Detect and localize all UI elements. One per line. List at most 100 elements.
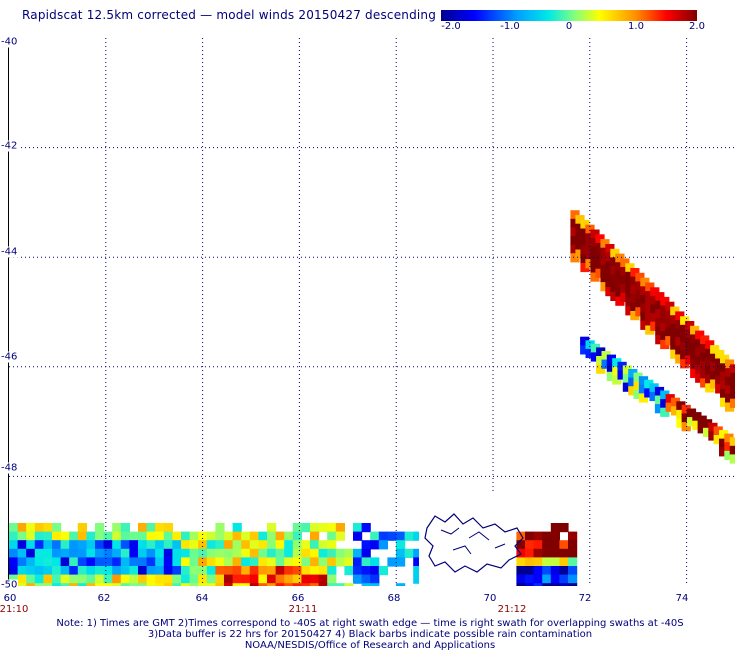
wind-cell <box>318 557 328 567</box>
wind-cell <box>595 251 605 261</box>
wind-cell <box>335 531 345 541</box>
wind-cell <box>275 583 285 586</box>
wind-cell <box>163 566 173 576</box>
wind-cell <box>635 307 645 317</box>
wind-cell <box>525 583 535 586</box>
wind-cell <box>625 306 635 316</box>
wind-cell <box>249 574 259 584</box>
wind-cell <box>206 548 216 558</box>
wind-cell <box>120 557 130 567</box>
wind-cell <box>146 523 156 533</box>
wind-cell <box>361 548 371 558</box>
wind-cell <box>52 540 62 550</box>
wind-cell <box>370 583 380 586</box>
wind-cell <box>172 574 182 584</box>
wind-cell <box>292 540 302 550</box>
wind-cell <box>550 531 560 541</box>
wind-cell <box>710 353 720 363</box>
wind-cell <box>610 283 620 293</box>
wind-cell <box>654 386 665 397</box>
wind-cell <box>267 583 277 586</box>
wind-cell <box>525 548 535 558</box>
wind-cell <box>654 404 665 414</box>
wind-cell <box>69 574 79 584</box>
wind-cell <box>542 583 552 586</box>
wind-cell <box>670 323 680 333</box>
wind-cell <box>335 557 345 567</box>
wind-cell <box>378 531 388 541</box>
wind-cell <box>86 574 96 584</box>
wind-cell <box>705 357 715 367</box>
colorbar-label: -1.0 <box>500 21 520 32</box>
wind-cell <box>670 315 680 325</box>
wind-cell <box>120 548 130 558</box>
wind-cell <box>725 376 735 386</box>
wind-cell <box>215 548 225 558</box>
wind-cell <box>516 531 526 541</box>
wind-cell <box>232 557 242 567</box>
wind-cell <box>703 419 713 429</box>
wind-cell <box>215 531 225 541</box>
wind-cell <box>353 574 363 584</box>
wind-cell <box>676 418 686 428</box>
wind-cell <box>26 531 36 541</box>
wind-cell <box>77 574 87 584</box>
island-coastline-detail <box>440 527 506 555</box>
wind-cell <box>724 442 734 452</box>
wind-cell <box>181 583 191 586</box>
wind-cell <box>292 548 302 558</box>
lat-label: -48 <box>0 462 19 474</box>
wind-cell <box>570 210 580 220</box>
wind-cell <box>43 566 53 576</box>
wind-cell <box>9 574 19 584</box>
wind-cell <box>590 352 600 362</box>
wind-cell <box>612 366 622 376</box>
footnote-line: 3)Data buffer is 22 hrs for 20150427 4) … <box>147 629 593 640</box>
wind-cell <box>580 254 590 264</box>
wind-cell <box>645 316 655 327</box>
wind-cell <box>724 450 734 460</box>
wind-cell <box>146 566 156 576</box>
footnote-credit: NOAA/NESDIS/Office of Research and Appli… <box>244 640 496 651</box>
wind-cell <box>43 531 53 541</box>
wind-cell <box>361 540 371 550</box>
wind-cell <box>301 583 311 586</box>
wind-cell <box>695 373 705 383</box>
wind-cell <box>310 523 320 533</box>
wind-cell <box>725 385 735 395</box>
wind-cell <box>650 304 660 314</box>
wind-cell <box>622 374 632 384</box>
wind-cell <box>34 557 44 567</box>
wind-cell <box>310 548 320 558</box>
wind-cell <box>729 454 735 464</box>
wind-cell <box>17 574 27 584</box>
wind-cell <box>715 349 725 360</box>
wind-cell <box>542 574 552 584</box>
wind-cell <box>600 264 610 275</box>
wind-cell <box>206 574 216 584</box>
wind-cell <box>525 557 535 567</box>
wind-cell <box>34 531 44 541</box>
wind-cell <box>224 574 234 584</box>
wind-cell <box>138 531 148 541</box>
wind-cell <box>86 566 96 576</box>
wind-cell <box>206 531 216 541</box>
wind-cell <box>77 548 87 558</box>
wind-cell <box>542 557 552 567</box>
wind-cell <box>670 406 681 416</box>
wind-cell <box>215 566 225 576</box>
wind-cell <box>120 583 130 586</box>
wind-cell <box>628 369 638 379</box>
wind-cell <box>155 531 165 541</box>
wind-cell <box>568 548 578 558</box>
footnote-line: Note: 1) Times are GMT 2)Times correspon… <box>56 618 684 629</box>
wind-cell <box>580 345 590 355</box>
wind-cell <box>404 531 414 541</box>
wind-cell <box>655 309 665 319</box>
wind-cell <box>690 360 700 370</box>
wind-cell <box>516 540 526 550</box>
wind-cell <box>605 269 615 279</box>
lat-label: -46 <box>0 351 19 363</box>
wind-cell <box>232 574 242 584</box>
wind-cell <box>215 540 225 550</box>
